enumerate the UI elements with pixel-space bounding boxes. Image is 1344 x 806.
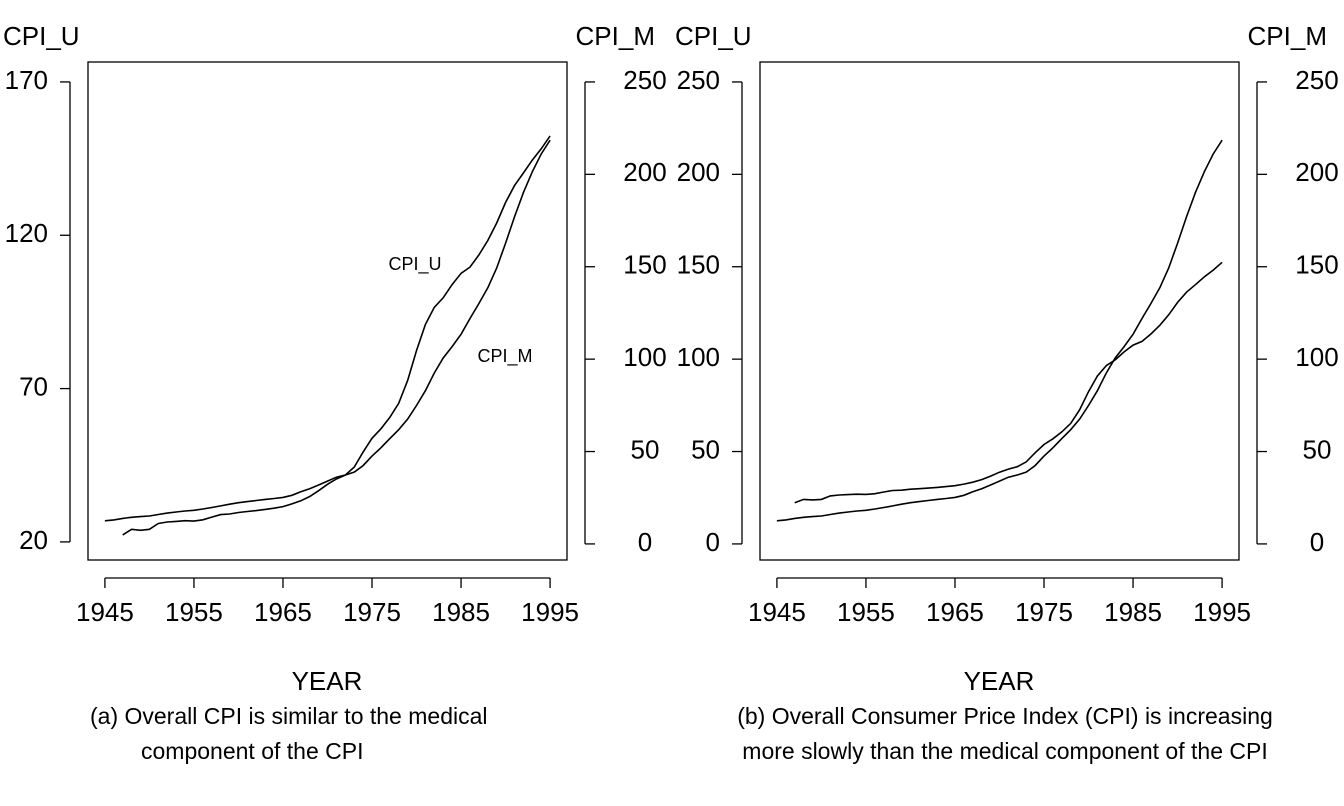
- y-axis-title: CPI_U: [3, 21, 80, 51]
- y-tick-label: 200: [677, 157, 720, 187]
- x-tick-label: 1945: [76, 597, 134, 627]
- y2-tick-label: 0: [1310, 527, 1324, 557]
- caption: more slowly than the medical component o…: [742, 738, 1267, 764]
- y-tick-label: 20: [19, 525, 48, 555]
- y2-tick-label: 100: [1295, 342, 1338, 372]
- x-tick-label: 1955: [837, 597, 895, 627]
- plot-box: [759, 61, 1240, 561]
- x-tick-label: 1995: [1193, 597, 1251, 627]
- y2-tick-label: 100: [623, 342, 666, 372]
- series-label: CPI_M: [477, 346, 532, 367]
- x-tick-label: 1975: [1015, 597, 1073, 627]
- y2-tick-label: 200: [1295, 157, 1338, 187]
- x-tick-label: 1995: [521, 597, 579, 627]
- y-tick-label: 250: [677, 65, 720, 95]
- series-line: [776, 139, 1223, 522]
- series-label: CPI_U: [388, 254, 441, 275]
- x-tick-label: 1965: [254, 597, 312, 627]
- y-tick-label: 170: [5, 65, 48, 95]
- x-tick-label: 1975: [343, 597, 401, 627]
- y-tick-label: 150: [677, 250, 720, 280]
- x-tick-label: 1985: [432, 597, 490, 627]
- y-tick-label: 70: [19, 371, 48, 401]
- plot-box: [87, 61, 568, 561]
- series-line: [794, 261, 1223, 504]
- y-axis-title: CPI_U: [675, 21, 752, 51]
- y2-tick-label: 50: [631, 434, 660, 464]
- x-tick-label: 1965: [926, 597, 984, 627]
- x-tick-label: 1985: [1104, 597, 1162, 627]
- y2-tick-label: 0: [638, 527, 652, 557]
- x-tick-label: 1945: [748, 597, 806, 627]
- y2-axis-title: CPI_M: [576, 21, 655, 51]
- y2-tick-label: 200: [623, 157, 666, 187]
- y2-tick-label: 150: [623, 250, 666, 280]
- y-tick-label: 50: [691, 434, 720, 464]
- caption: (a) Overall CPI is similar to the medica…: [90, 703, 488, 729]
- series-line: [122, 135, 551, 536]
- caption: (b) Overall Consumer Price Index (CPI) i…: [737, 703, 1273, 729]
- y2-tick-label: 250: [1295, 65, 1338, 95]
- series-line: [104, 139, 551, 522]
- y2-axis-title: CPI_M: [1248, 21, 1327, 51]
- caption: component of the CPI: [141, 738, 363, 764]
- x-axis-title: YEAR: [964, 666, 1035, 696]
- y-tick-label: 0: [706, 527, 720, 557]
- y-tick-label: 120: [5, 218, 48, 248]
- y2-tick-label: 150: [1295, 250, 1338, 280]
- x-axis-title: YEAR: [292, 666, 363, 696]
- y-tick-label: 100: [677, 342, 720, 372]
- y2-tick-label: 250: [623, 65, 666, 95]
- y2-tick-label: 50: [1303, 434, 1332, 464]
- x-tick-label: 1955: [165, 597, 223, 627]
